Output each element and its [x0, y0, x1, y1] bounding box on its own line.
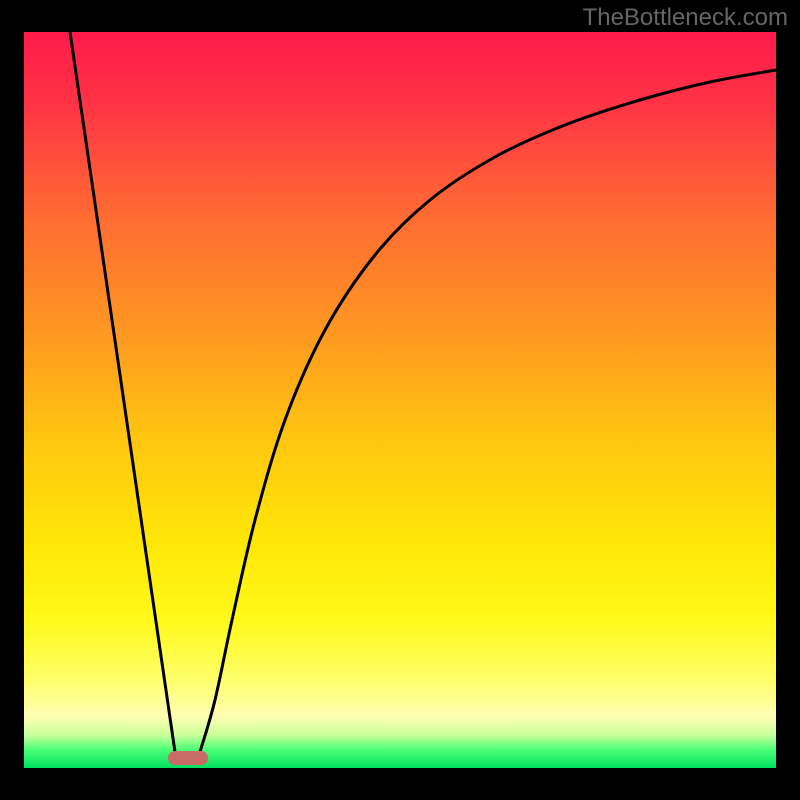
chart-gradient-bg [24, 32, 776, 768]
watermark-text: TheBottleneck.com [583, 4, 788, 32]
chart-container: TheBottleneck.com [0, 0, 800, 800]
optimal-marker [168, 751, 208, 765]
bottleneck-chart [0, 0, 800, 800]
